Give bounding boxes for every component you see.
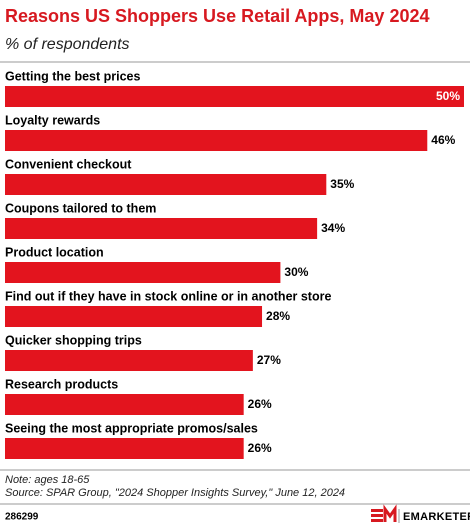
value-label: 35% [330,177,354,191]
note: Note: ages 18-65 [5,474,90,486]
category-label: Loyalty rewards [5,113,100,127]
value-label: 50% [436,89,460,103]
value-label: 26% [248,441,272,455]
category-label: Research products [5,377,118,391]
source: Source: SPAR Group, "2024 Shopper Insigh… [5,487,345,499]
bar [5,130,428,151]
category-label: Quicker shopping trips [5,333,142,347]
bar [5,394,244,415]
chart-subtitle: % of respondents [5,36,130,53]
logo-icon [371,504,397,522]
brand: EMARKETER [403,511,470,523]
bar [5,438,244,459]
bar [5,350,253,371]
bar [5,218,318,239]
category-label: Find out if they have in stock online or… [5,289,331,303]
category-label: Product location [5,245,104,259]
value-label: 26% [248,397,272,411]
value-label: 27% [257,353,281,367]
chart-id: 286299 [5,512,39,523]
value-label: 30% [284,265,308,279]
bar [5,262,281,283]
category-label: Getting the best prices [5,69,140,83]
bar [5,174,327,195]
bar [5,306,263,327]
category-label: Seeing the most appropriate promos/sales [5,421,258,435]
value-label: 34% [321,221,345,235]
value-label: 28% [266,309,290,323]
chart-title: Reasons US Shoppers Use Retail Apps, May… [5,6,430,26]
category-label: Coupons tailored to them [5,201,156,215]
value-label: 46% [431,133,455,147]
bar [5,86,464,107]
category-label: Convenient checkout [5,157,132,171]
